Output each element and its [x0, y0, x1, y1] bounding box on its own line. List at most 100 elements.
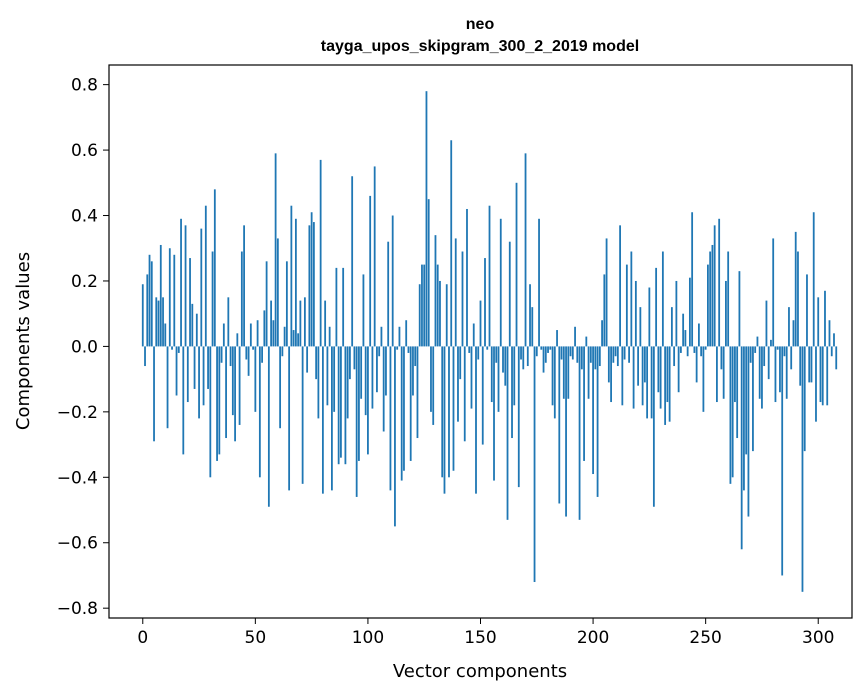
bar — [231, 346, 234, 416]
bar — [265, 261, 268, 347]
bar — [380, 326, 383, 347]
bar — [495, 346, 498, 363]
bar — [331, 346, 333, 491]
bar — [150, 261, 153, 347]
bar — [297, 333, 300, 347]
bar — [249, 323, 252, 347]
bar — [767, 346, 770, 380]
bar — [218, 346, 221, 455]
bar — [486, 346, 489, 350]
bar — [270, 300, 273, 347]
bar — [319, 159, 322, 347]
bar — [153, 346, 155, 442]
bar — [418, 284, 421, 347]
bar — [835, 346, 838, 370]
bar — [364, 346, 367, 416]
bar — [526, 346, 529, 367]
bar — [477, 346, 480, 360]
bar — [603, 274, 606, 347]
bar — [623, 346, 626, 360]
bar — [346, 346, 349, 419]
bar — [367, 346, 369, 455]
bar — [529, 284, 531, 347]
bar — [560, 346, 563, 360]
bar — [213, 189, 216, 347]
bar — [443, 346, 446, 494]
bar — [704, 346, 707, 350]
bar — [155, 297, 158, 347]
bar — [643, 346, 646, 383]
bar — [290, 205, 293, 347]
bar — [434, 235, 437, 347]
bar — [594, 346, 597, 370]
bar — [666, 346, 669, 403]
y-tick-label: −0.2 — [57, 403, 98, 423]
bar — [369, 195, 372, 347]
bar — [520, 346, 522, 360]
bar — [819, 346, 822, 403]
bar — [549, 346, 552, 350]
bar — [738, 271, 741, 347]
bar — [416, 346, 419, 439]
bar — [508, 241, 511, 347]
bar — [664, 346, 667, 425]
bar — [614, 346, 617, 357]
bar — [470, 346, 473, 409]
x-tick-label: 100 — [352, 628, 384, 648]
bar — [326, 346, 329, 406]
bar — [657, 346, 660, 393]
bar — [725, 280, 727, 347]
bar — [707, 264, 709, 347]
bar — [776, 346, 779, 350]
bar — [191, 303, 194, 347]
bar — [702, 346, 705, 412]
bar — [274, 153, 277, 347]
bar — [227, 297, 230, 347]
bar — [466, 208, 468, 347]
x-tick-label: 300 — [802, 628, 834, 648]
bar — [668, 346, 671, 422]
bar — [146, 274, 149, 347]
bar — [729, 346, 732, 484]
bar — [779, 346, 781, 393]
bar — [312, 222, 315, 347]
bar — [574, 326, 576, 347]
bar — [281, 346, 284, 357]
x-tick-label: 150 — [464, 628, 496, 648]
bar — [358, 346, 360, 461]
bar — [189, 258, 191, 347]
bar — [193, 346, 196, 389]
bar — [810, 346, 813, 383]
bar — [299, 300, 302, 347]
bar — [202, 346, 205, 406]
y-tick-label: 0.4 — [71, 207, 98, 227]
bar — [504, 346, 507, 386]
bar — [580, 346, 583, 370]
bar — [700, 346, 703, 357]
bar — [513, 346, 516, 406]
bar — [479, 300, 482, 347]
bar — [378, 346, 381, 357]
bar — [695, 346, 698, 383]
bar — [812, 212, 815, 347]
bar — [204, 205, 207, 347]
bar — [679, 346, 682, 353]
y-tick-label: 0.8 — [71, 76, 98, 96]
bar — [247, 346, 250, 376]
bar — [450, 140, 453, 347]
bar — [727, 251, 730, 347]
bar — [788, 307, 790, 347]
bar — [756, 336, 759, 347]
bar — [421, 264, 423, 347]
bar — [540, 346, 543, 350]
bar-series — [141, 91, 838, 592]
bar — [598, 346, 601, 367]
bar — [763, 346, 766, 367]
bar — [634, 280, 637, 347]
bar — [713, 225, 716, 347]
bar — [745, 346, 748, 455]
bar — [279, 346, 282, 429]
x-axis-label: Vector components — [393, 661, 567, 682]
bar — [709, 251, 712, 347]
bar — [396, 346, 399, 350]
